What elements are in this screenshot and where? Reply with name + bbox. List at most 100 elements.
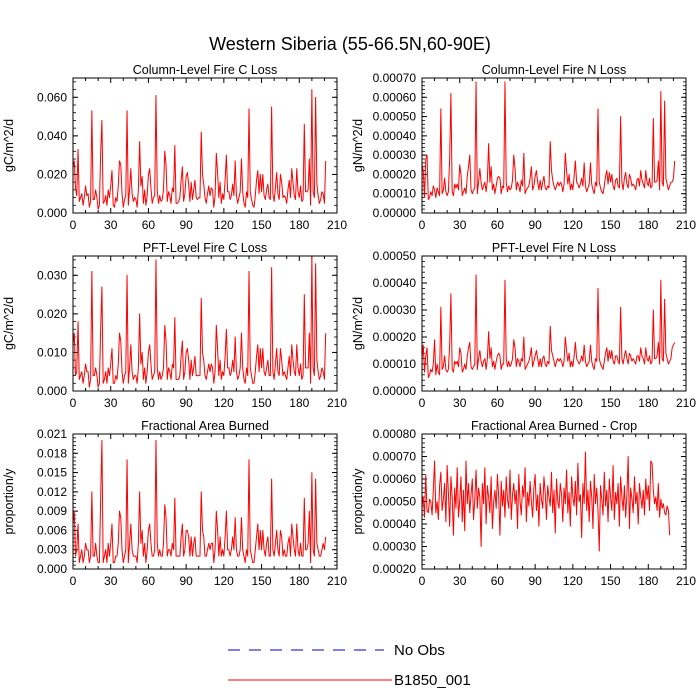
y-axis-label: gC/m^2/d	[2, 119, 16, 172]
y-tick-label: 0.00030	[373, 303, 417, 317]
panel-fractional-area-burned-crop: Fractional Area Burned - Crop proportion/…	[351, 419, 696, 588]
y-tick-label: 0.00050	[373, 110, 417, 124]
x-tick-label: 0	[419, 574, 426, 588]
x-tick-label: 0	[419, 396, 426, 410]
x-tick-label: 60	[142, 396, 156, 410]
y-tick-label: 0.018	[37, 446, 67, 460]
x-tick-label: 120	[563, 574, 583, 588]
series-line-b1850-001	[421, 274, 676, 378]
y-tick-label: 0.000	[37, 384, 67, 398]
y-tick-label: 0.00000	[373, 384, 417, 398]
x-tick-label: 90	[179, 396, 193, 410]
x-tick-label: 210	[327, 574, 347, 588]
y-tick-label: 0.00070	[373, 450, 417, 464]
plot-frame	[72, 255, 338, 392]
y-axis-label: proportion/y	[351, 468, 365, 535]
panel-title: PFT-Level Fire C Loss	[143, 241, 267, 255]
figure-title: Western Siberia (55-66.5N,60-90E)	[209, 34, 491, 54]
x-tick-label: 150	[252, 574, 272, 588]
x-tick-label: 120	[214, 218, 234, 232]
y-tick-label: 0.00060	[373, 472, 417, 486]
panel-title: Column-Level Fire N Loss	[482, 63, 627, 77]
x-tick-label: 180	[289, 574, 309, 588]
x-tick-label: 210	[676, 396, 696, 410]
x-tick-label: 210	[327, 396, 347, 410]
x-tick-label: 120	[214, 396, 234, 410]
y-tick-label: 0.00020	[373, 562, 417, 576]
x-tick-label: 150	[601, 574, 621, 588]
x-tick-label: 30	[453, 396, 467, 410]
x-tick-label: 30	[104, 218, 118, 232]
y-tick-label: 0.00010	[373, 187, 417, 201]
y-tick-label: 0.020	[37, 167, 67, 181]
y-tick-label: 0.00040	[373, 517, 417, 531]
x-tick-label: 90	[179, 574, 193, 588]
y-tick-label: 0.012	[37, 485, 67, 499]
y-tick-label: 0.00000	[373, 206, 417, 220]
x-tick-label: 180	[289, 396, 309, 410]
y-tick-label: 0.010	[37, 345, 67, 359]
y-tick-label: 0.000	[37, 206, 67, 220]
x-tick-label: 60	[142, 574, 156, 588]
legend-label-no-obs: No Obs	[394, 642, 445, 659]
x-tick-label: 60	[491, 396, 505, 410]
x-tick-label: 150	[252, 396, 272, 410]
x-tick-label: 90	[528, 574, 542, 588]
y-tick-label: 0.00040	[373, 129, 417, 143]
legend: No Obs B1850_001	[228, 642, 471, 689]
y-tick-label: 0.00030	[373, 148, 417, 162]
x-tick-label: 0	[70, 218, 77, 232]
y-tick-label: 0.00030	[373, 540, 417, 554]
x-tick-label: 30	[453, 218, 467, 232]
x-tick-label: 60	[491, 574, 505, 588]
y-tick-label: 0.00050	[373, 249, 417, 263]
series-line-b1850-001	[421, 81, 676, 200]
y-tick-label: 0.015	[37, 466, 67, 480]
y-tick-label: 0.060	[37, 90, 67, 104]
y-tick-label: 0.00020	[373, 167, 417, 181]
x-tick-label: 30	[104, 574, 118, 588]
series-line-b1850-001	[72, 89, 327, 210]
plot-frame	[72, 433, 338, 570]
y-tick-label: 0.00010	[373, 357, 417, 371]
x-tick-label: 90	[528, 218, 542, 232]
plot-frame	[72, 77, 338, 214]
x-tick-label: 150	[601, 218, 621, 232]
y-tick-label: 0.030	[37, 268, 67, 282]
panel-title: Fractional Area Burned - Crop	[471, 419, 637, 433]
y-tick-label: 0.000	[37, 562, 67, 576]
y-tick-label: 0.040	[37, 129, 67, 143]
legend-label-b1850: B1850_001	[394, 672, 471, 689]
x-tick-label: 120	[214, 574, 234, 588]
x-tick-label: 180	[638, 396, 658, 410]
x-tick-label: 150	[601, 396, 621, 410]
y-tick-label: 0.021	[37, 427, 67, 441]
x-tick-label: 180	[289, 218, 309, 232]
x-tick-label: 210	[327, 218, 347, 232]
panel-column-fire-n-loss: Column-Level Fire N Loss gN/m^2/d 0 30 60 90 1…	[351, 63, 696, 232]
series-line-b1850-001	[421, 451, 671, 552]
x-tick-label: 120	[563, 218, 583, 232]
x-tick-label: 90	[179, 218, 193, 232]
panel-title: Column-Level Fire C Loss	[133, 63, 278, 77]
y-axis-label: proportion/y	[2, 468, 16, 535]
panel-column-fire-c-loss: Column-Level Fire C Loss gC/m^2/d 0 30 60 90 1…	[2, 63, 347, 232]
series-line-b1850-001	[72, 439, 327, 564]
plot-frame	[421, 77, 687, 214]
x-tick-label: 60	[491, 218, 505, 232]
y-tick-label: 0.00060	[373, 90, 417, 104]
x-tick-label: 180	[638, 218, 658, 232]
x-tick-label: 60	[142, 218, 156, 232]
y-tick-label: 0.00070	[373, 71, 417, 85]
y-tick-label: 0.006	[37, 523, 67, 537]
x-tick-label: 30	[453, 574, 467, 588]
x-tick-label: 210	[676, 218, 696, 232]
y-tick-label: 0.00080	[373, 427, 417, 441]
x-tick-label: 30	[104, 396, 118, 410]
y-axis-label: gN/m^2/d	[351, 119, 365, 172]
y-tick-label: 0.009	[37, 504, 67, 518]
x-tick-label: 0	[419, 218, 426, 232]
x-tick-label: 0	[70, 574, 77, 588]
